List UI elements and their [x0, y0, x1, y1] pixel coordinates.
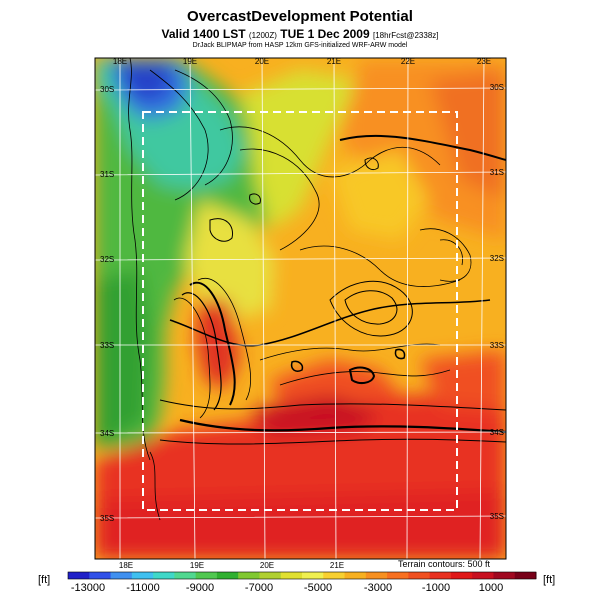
lat-label-right: 35S [490, 512, 504, 521]
colorbar-swatch [153, 572, 175, 579]
colorbar-swatch [216, 572, 239, 579]
model-credit: DrJack BLIPMAP from HASP 12km GFS-initia… [192, 42, 408, 49]
colorbar-swatch [280, 572, 303, 579]
contour-lines [128, 58, 506, 521]
colorbar-swatch [493, 572, 516, 579]
colorbar-swatch [174, 572, 197, 579]
map-frame [94, 57, 507, 560]
colorbar-swatch [472, 572, 494, 579]
lat-label-right: 32S [490, 254, 504, 263]
colorbar-swatch [238, 572, 260, 579]
lat-label-left: 35S [100, 514, 114, 523]
colorbar-swatch [89, 572, 112, 579]
colorbar-tick-label: 1000 [478, 582, 504, 594]
colorbar-swatch [110, 572, 133, 579]
colorbar-swatch [195, 572, 218, 579]
colorbar-tick-label: -9000 [185, 582, 215, 594]
colorbar-swatch [429, 572, 452, 579]
graticule [94, 57, 507, 560]
colorbar-swatch [365, 572, 388, 579]
valid-time-line: Valid 1400 LST (1200Z) TUE 1 Dec 2009 [1… [0, 27, 600, 41]
lat-label-left: 31S [100, 170, 114, 179]
lat-label-right: 34S [490, 428, 504, 437]
lon-label-bottom: 18E [119, 561, 133, 570]
colorbar-swatch [323, 572, 346, 579]
lon-label-top: 18E [113, 57, 127, 66]
lat-label-right: 33S [490, 341, 504, 350]
colorbar-swatch [450, 572, 473, 579]
lon-label-top: 23E [477, 57, 491, 66]
colorbar-swatch [344, 572, 367, 579]
map-title: OvercastDevelopment Potential [187, 8, 413, 25]
colorbar-tick-label: -1000 [421, 582, 451, 594]
lat-label-left: 33S [100, 341, 114, 350]
lat-label-right: 31S [490, 168, 504, 177]
lon-label-top: 19E [183, 57, 197, 66]
colorbar-tick-label: -5000 [303, 582, 333, 594]
potential-field [95, 58, 506, 559]
lon-label-bottom: 21E [330, 561, 344, 570]
colorbar-tick-label: -7000 [244, 582, 274, 594]
lon-label-top: 22E [401, 57, 415, 66]
lat-label-left: 30S [100, 85, 114, 94]
colorbar [67, 571, 537, 580]
lon-label-bottom: 20E [260, 561, 274, 570]
colorbar-swatch [68, 572, 90, 579]
lat-label-left: 34S [100, 429, 114, 438]
colorbar-unit-right: [ft] [543, 574, 556, 586]
analysis-area-box [142, 111, 458, 511]
forecast-hour: [18hrFcst@2338z] [373, 31, 439, 40]
lat-label-right: 30S [490, 83, 504, 92]
terrain-contour-note: Terrain contours: 500 ft [398, 559, 491, 569]
colorbar-tick-label: -11000 [126, 582, 160, 594]
colorbar-swatch [302, 572, 324, 579]
colorbar-swatch [387, 572, 409, 579]
colorbar-swatch [408, 572, 431, 579]
valid-time: Valid 1400 LST [161, 27, 246, 41]
colorbar-tick-label: -3000 [363, 582, 393, 594]
valid-date: TUE 1 Dec 2009 [280, 27, 370, 41]
colorbar-border [67, 571, 537, 580]
lon-label-top: 20E [255, 57, 269, 66]
colorbar-swatch [514, 572, 537, 579]
colorbar-unit-left: [ft] [38, 574, 51, 586]
lon-label-bottom: 19E [190, 561, 204, 570]
colorbar-tick-label: -13000 [70, 582, 106, 594]
colorbar-swatch [131, 572, 154, 579]
valid-time-utc: (1200Z) [248, 31, 277, 40]
colorbar-swatch [259, 572, 282, 579]
lat-label-left: 32S [100, 255, 114, 264]
lon-label-top: 21E [327, 57, 341, 66]
